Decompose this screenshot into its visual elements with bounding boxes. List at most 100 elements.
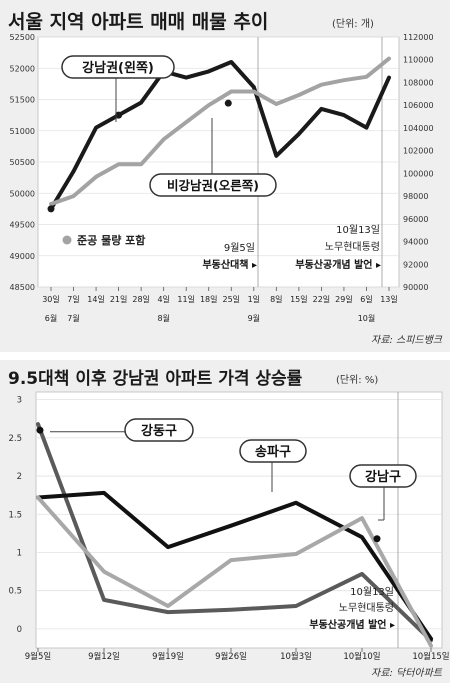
chart2-annotation-line: 노무현대통령 <box>339 602 394 614</box>
chart2-y-tick-label: 1 <box>17 548 22 558</box>
chart1-y-right-tick-label: 102000 <box>403 147 434 156</box>
chart2-annotation-line: 10월13일 <box>350 586 394 598</box>
chart1-callout-box <box>149 173 277 197</box>
chart1-point-label-anchor-2 <box>224 99 232 107</box>
chart1-annotation-line: 부동산대책 ▸ <box>202 258 257 271</box>
chart1-x-tick-label: 8일 <box>270 295 282 304</box>
chart1-annotation-line: 부동산공개념 발언 ▸ <box>295 258 381 271</box>
chart1-y-right-tick-label: 110000 <box>403 56 434 65</box>
chart1-legend-marker <box>62 235 72 245</box>
chart2-series-line-1 <box>36 490 433 641</box>
chart2-y-tick-label: 0.5 <box>8 587 22 597</box>
chart1-legend-label: 준공 물량 포함 <box>77 233 145 247</box>
chart1-y-right-tick-label: 90000 <box>403 283 428 292</box>
chart2-y-tick-label: 1.5 <box>8 510 22 520</box>
chart1-y-right-tick-label: 98000 <box>403 192 428 201</box>
chart1-x-tick-label: 18일 <box>200 295 218 304</box>
chart1-legend: 준공 물량 포함 <box>62 233 145 247</box>
panel-divider <box>0 352 450 360</box>
chart1-y-left-tick-label: 52500 <box>10 33 35 42</box>
chart1-point-label-anchor <box>115 111 123 119</box>
chart1-y-right-tick-label: 106000 <box>403 101 434 110</box>
chart1-point-start <box>47 205 55 213</box>
chart1-series-labels: 강남권(왼쪽) 비강남권(오른쪽) <box>61 55 277 197</box>
chart1-x-tick-label: 25일 <box>222 295 240 304</box>
chart1-y-left-ticks: 48500 49000 49500 50000 50500 51000 51500 52000… <box>10 33 35 292</box>
chart1-y-right-tick-label: 92000 <box>403 260 428 269</box>
chart1-x-tick-label: 7일 <box>67 295 79 304</box>
chart2-x-tick-label: 9월12일 <box>88 651 120 662</box>
chart1-y-left-tick-label: 50000 <box>10 189 35 198</box>
chart1-x-tick-label: 15일 <box>290 295 308 304</box>
chart2-y-ticks: 0 0.5 1 1.5 2 2.5 3 <box>8 396 22 635</box>
chart1-y-left-tick-label: 49500 <box>10 221 35 230</box>
chart1-month-label: 10월 <box>358 313 376 323</box>
chart2-point-label-anchor <box>373 535 381 543</box>
chart2-series-label-songpa: 송파구 <box>255 445 291 460</box>
chart1-annotation-line: 9월5일 <box>224 242 255 254</box>
chart2-x-tick-label: 9월26일 <box>215 651 247 662</box>
chart2-y-tick-label: 2 <box>17 472 22 482</box>
chart1-y-left-tick-label: 49000 <box>10 252 35 261</box>
chart2-plot-area <box>35 391 443 649</box>
chart1-y-left-tick-label: 51000 <box>10 127 35 136</box>
chart1-series-label-gangnam: 강남권(왼쪽) <box>82 60 154 76</box>
chart1-y-left-tick-label: 50500 <box>10 158 35 167</box>
chart1-x-tick-label: 1일 <box>248 295 260 304</box>
chart2-series-label-gangdong: 강동구 <box>141 423 177 439</box>
chart1-y-right-tick-label: 112000 <box>403 33 434 42</box>
chart1-y-left-tick-label: 48500 <box>10 283 35 292</box>
chart1-callout-box <box>61 55 175 79</box>
chart1-x-tick-label: 11일 <box>177 295 195 304</box>
chart2-x-tick-label: 10월15일 <box>412 651 449 662</box>
chart1-x-tick-label: 30일 <box>42 295 60 304</box>
chart1-panel: 서울 지역 아파트 매매 매물 추이 (단위: 개) 48500 49000 495… <box>0 0 450 352</box>
chart1-y-left-tick-label: 52000 <box>10 64 35 73</box>
chart1-y-right-tick-label: 94000 <box>403 238 428 247</box>
chart2-x-tick-label: 9월5일 <box>25 651 51 662</box>
chart2-x-tick-label: 10월10일 <box>343 651 380 662</box>
chart2-source: 자료: 닥터아파트 <box>371 667 443 679</box>
chart1-series-line-1 <box>49 56 391 206</box>
chart1-y-right-tick-label: 104000 <box>403 124 434 133</box>
chart2-y-tick-label: 0 <box>17 625 22 635</box>
chart1-y-right-tick-label: 96000 <box>403 215 428 224</box>
chart1-annotation-line: 10월13일 <box>336 224 380 236</box>
chart2-annotation-line: 부동산공개념 발언 ▸ <box>309 618 395 631</box>
chart2-y-tick-label: 3 <box>17 396 22 406</box>
chart1-title: 서울 지역 아파트 매매 매물 추이 <box>8 11 268 33</box>
chart1-y-right-tick-label: 100000 <box>403 169 434 178</box>
chart1-month-label: 7월 <box>67 313 79 323</box>
chart2-title: 9.5대책 이후 강남권 아파트 가격 상승률 <box>8 368 303 389</box>
chart1-unit: (단위: 개) <box>332 17 374 30</box>
chart2-series-label-gangnam: 강남구 <box>365 469 401 485</box>
chart1-month-label: 6월 <box>45 313 57 323</box>
chart2-unit: (단위: %) <box>336 373 378 386</box>
chart2-series <box>36 422 433 648</box>
chart1-month-labels: 6월 7월 8월 9월 10월 <box>45 313 375 323</box>
chart1-series-label-non-gangnam: 비강남권(오른쪽) <box>167 178 259 193</box>
chart2-x-tick-label: 10월3일 <box>280 651 312 662</box>
chart1-y-right-ticks: 90000 92000 94000 96000 98000 100000 102000 104… <box>403 33 434 292</box>
chart1-x-tick-label: 6일 <box>360 295 372 304</box>
chart1-x-tick-label: 28일 <box>132 295 150 304</box>
chart2-panel: 9.5대책 이후 강남권 아파트 가격 상승률 (단위: %) 0 0.5 1 1.5… <box>0 360 450 683</box>
chart2-series-line-0 <box>36 422 433 643</box>
chart1-y-right-tick-label: 108000 <box>403 78 434 87</box>
chart2-callout-box <box>349 464 417 488</box>
chart2-callout-box <box>124 418 194 442</box>
chart2-series-line-2 <box>36 495 433 648</box>
chart2-x-tick-label: 9월19일 <box>152 651 184 662</box>
chart1-x-tick-label: 21일 <box>110 295 128 304</box>
chart1-month-label: 8월 <box>157 313 169 323</box>
chart1-x-ticks: 30일 7일 14일 21일 28일 4일 11일 18일 25일 1일 8일 15일 22일 29일 6일… <box>42 287 398 304</box>
chart1-series <box>47 56 391 213</box>
chart2-point-label-anchor <box>36 426 44 434</box>
chart1-x-tick-label: 22일 <box>313 295 331 304</box>
chart1-x-tick-label: 14일 <box>87 295 105 304</box>
